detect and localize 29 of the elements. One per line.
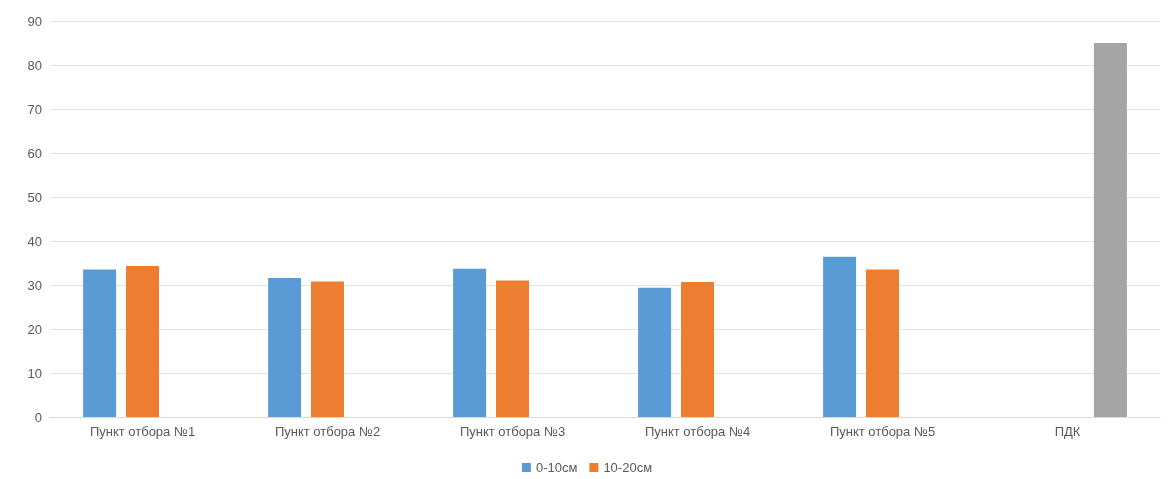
- y-tick-label: 30: [27, 277, 42, 293]
- y-tick-label: 80: [27, 57, 42, 73]
- y-tick-label: 70: [27, 101, 42, 117]
- x-tick-label: Пункт отбора №2: [274, 424, 381, 439]
- x-tick-label: Пункт отбора №1: [89, 424, 196, 439]
- bar: [823, 256, 857, 417]
- bar: [311, 281, 344, 417]
- x-tick-label: Пункт отбора №3: [459, 424, 566, 439]
- y-tick-label: 50: [27, 189, 42, 205]
- bar: [1093, 43, 1127, 417]
- y-tick-label: 60: [27, 145, 42, 161]
- y-tick-label: 90: [27, 13, 42, 29]
- y-tick-label: 40: [27, 233, 42, 249]
- legend-label: 0-10см: [535, 460, 578, 475]
- bar: [866, 269, 899, 417]
- bar: [681, 281, 714, 417]
- x-tick-label: ПДК: [1054, 424, 1081, 439]
- legend-label: 10-20см: [603, 460, 653, 475]
- bar: [496, 280, 529, 417]
- y-tick-label: 0: [34, 409, 42, 425]
- bar: [638, 287, 672, 417]
- x-tick-label: Пункт отбора №5: [829, 424, 936, 439]
- bar: [83, 269, 117, 417]
- x-tick-label: Пункт отбора №4: [644, 424, 751, 439]
- y-tick-label: 20: [27, 321, 42, 337]
- bar: [453, 268, 487, 417]
- bar: [126, 266, 159, 417]
- y-tick-label: 10: [27, 365, 42, 381]
- bar: [268, 277, 302, 417]
